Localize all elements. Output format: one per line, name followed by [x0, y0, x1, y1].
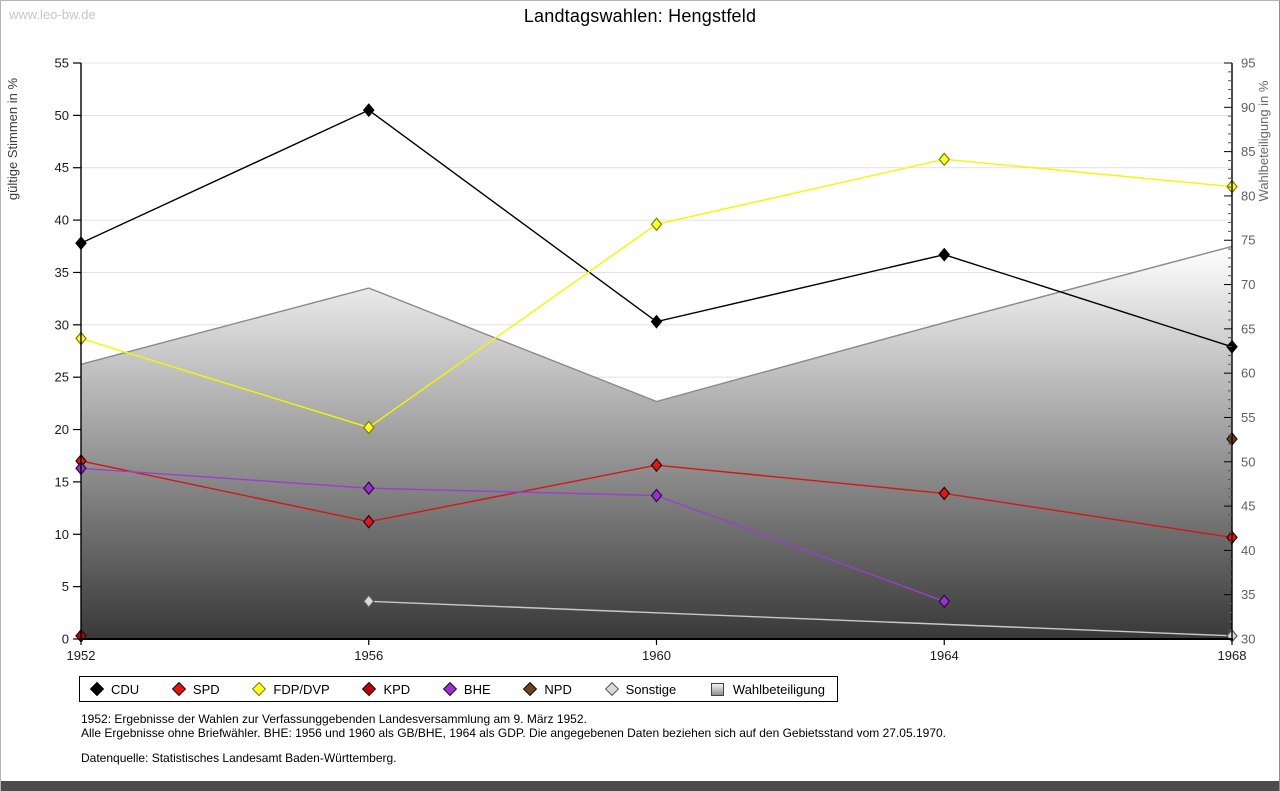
left-axis-tick-label: 0: [62, 632, 69, 647]
legend-diamond-icon: [362, 681, 377, 697]
left-axis-tick-label: 25: [55, 370, 69, 385]
right-axis-title: Wahlbeteiligung in %: [1256, 80, 1271, 201]
right-axis-tick-label: 35: [1241, 587, 1255, 602]
right-axis-tick-label: 40: [1241, 543, 1255, 558]
footnotes: 1952: Ergebnisse der Wahlen zur Verfassu…: [81, 712, 946, 765]
x-axis-tick-label: 1956: [354, 648, 383, 663]
left-axis-tick-label: 30: [55, 317, 69, 332]
page-title: Landtagswahlen: Hengstfeld: [523, 6, 757, 26]
left-axis-tick-label: 10: [55, 527, 69, 542]
right-axis-tick-label: 55: [1241, 410, 1255, 425]
series-line-sonstige: [368, 600, 1233, 637]
series-marker-fdp-dvp: [362, 420, 375, 435]
footnote-source: Datenquelle: Statistisches Landesamt Bad…: [81, 751, 397, 765]
legend-item-fdp-dvp: FDP/DVP: [252, 681, 330, 697]
series-marker-cdu: [362, 103, 375, 118]
right-axis-tick-label: 60: [1241, 366, 1255, 381]
right-axis-tick-label: 30: [1241, 632, 1255, 647]
series-marker-spd: [938, 486, 951, 501]
legend-diamond-icon: [89, 681, 105, 697]
legend-label: BHE: [463, 681, 491, 697]
x-axis-tick-label: 1964: [930, 648, 959, 663]
series-marker-fdp-dvp: [650, 217, 663, 232]
legend-diamond-icon: [523, 681, 538, 697]
right-axis-tick-label: 90: [1241, 100, 1255, 115]
left-axis-tick-label: 20: [55, 422, 69, 437]
right-axis-tick-label: 65: [1241, 321, 1255, 336]
right-axis-tick-label: 45: [1241, 499, 1255, 514]
legend-diamond-icon: [252, 681, 267, 697]
legend-item-bhe: BHE: [442, 681, 491, 697]
footnote-line: 1952: Ergebnisse der Wahlen zur Verfassu…: [81, 712, 587, 726]
legend-item-npd: NPD: [523, 681, 572, 697]
series-marker-cdu: [650, 314, 663, 329]
left-axis-tick-label: 50: [55, 108, 69, 123]
legend-item-wahlbeteiligung: Wahlbeteiligung: [710, 681, 825, 697]
right-axis-tick-label: 50: [1241, 454, 1255, 469]
left-axis-tick-label: 15: [55, 474, 69, 489]
right-axis-tick-label: 95: [1241, 56, 1255, 71]
legend-item-kpd: KPD: [362, 681, 411, 697]
legend-label: NPD: [544, 681, 572, 697]
bottom-bar: [1, 781, 1279, 791]
series-marker-bhe: [650, 488, 663, 503]
right-axis-tick-label: 75: [1241, 233, 1255, 248]
right-axis-tick-label: 70: [1241, 277, 1255, 292]
area-wahlbeteiligung: [81, 246, 1232, 640]
left-axis-tick-label: 35: [55, 265, 69, 280]
x-axis-tick-label: 1952: [67, 648, 96, 663]
series-marker-spd: [362, 514, 375, 529]
area-edge-wahlbeteiligung: [80, 245, 1233, 403]
series-marker-spd: [650, 458, 663, 473]
footnote-line: Alle Ergebnisse ohne Briefwähler. BHE: 1…: [81, 726, 947, 740]
series-marker-bhe: [938, 594, 951, 609]
chart-legend: CDU SPD FDP/DVP KPD BHE NPD Sonstige Wahlbeteil…: [79, 676, 838, 702]
legend-diamond-icon: [604, 681, 619, 697]
series-line-bhe: [80, 467, 945, 602]
watermark: www.leo-bw.de: [9, 7, 96, 22]
right-axis-tick-label: 80: [1241, 188, 1255, 203]
series-marker-bhe: [362, 481, 375, 496]
legend-diamond-icon: [442, 681, 457, 697]
right-axis-tick-label: 85: [1241, 144, 1255, 159]
left-axis-tick-label: 5: [62, 579, 69, 594]
x-axis-tick-label: 1968: [1218, 648, 1247, 663]
left-axis-title: gültige Stimmen in %: [5, 78, 20, 201]
legend-diamond-icon: [171, 681, 186, 697]
left-axis-tick-label: 55: [55, 56, 69, 71]
legend-item-spd: SPD: [171, 681, 220, 697]
legend-label: CDU: [111, 681, 140, 697]
legend-area-swatch-icon: [710, 682, 724, 696]
legend-label: KPD: [383, 681, 411, 697]
legend-label: Sonstige: [625, 681, 677, 697]
series-marker-fdp-dvp: [938, 152, 951, 167]
legend-label: FDP/DVP: [273, 681, 330, 697]
legend-item-sonstige: Sonstige: [604, 681, 677, 697]
left-axis-tick-label: 40: [55, 213, 69, 228]
legend-item-cdu: CDU: [89, 681, 140, 697]
x-axis-tick-label: 1960: [642, 648, 671, 663]
series-marker-cdu: [938, 247, 951, 262]
legend-label: SPD: [192, 681, 220, 697]
left-axis-tick-label: 45: [55, 160, 69, 175]
chart-canvas: 0 5 10 15 20 25 30 35 40 45 50 55 30 35 40 45 50 55 60 65 70…: [5, 56, 1271, 664]
legend-label: Wahlbeteiligung: [732, 681, 825, 697]
series-marker-sonstige: [362, 594, 375, 609]
